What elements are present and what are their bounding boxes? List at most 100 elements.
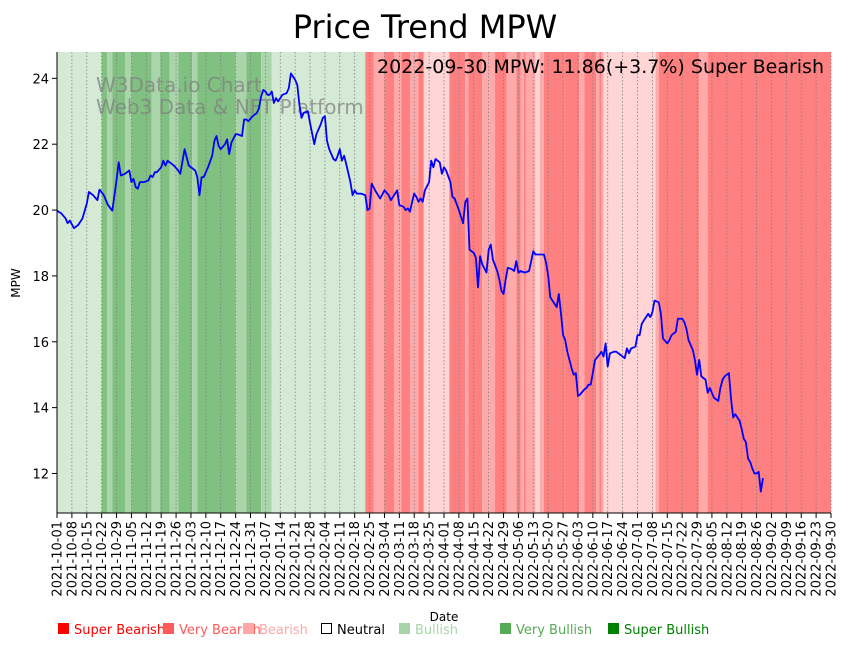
x-tick-label: 2022-06-03 xyxy=(571,521,586,597)
x-tick-label: 2022-07-01 xyxy=(631,521,646,597)
x-tick-label: 2022-07-15 xyxy=(661,521,676,597)
y-axis-label: MPW xyxy=(9,268,23,298)
band-very-bearish xyxy=(495,52,507,513)
x-tick-label: 2022-04-22 xyxy=(482,521,497,597)
x-tick-label: 2021-10-08 xyxy=(65,521,80,597)
legend-label: Neutral xyxy=(337,623,385,638)
y-tick-label: 18 xyxy=(32,270,49,285)
x-tick-label: 2022-06-10 xyxy=(586,521,601,597)
legend-swatch xyxy=(399,623,410,634)
x-tick-label: 2022-02-25 xyxy=(363,521,378,597)
band-bearish xyxy=(506,52,517,513)
band-bullish xyxy=(235,52,247,513)
band-bullish xyxy=(261,52,272,513)
band-very-bearish xyxy=(707,52,831,513)
x-tick-label: 2021-12-10 xyxy=(199,521,214,597)
band-very-bearish xyxy=(468,52,483,513)
band-very-bullish xyxy=(178,52,193,513)
y-tick-label: 16 xyxy=(32,336,49,351)
x-tick-label: 2022-03-18 xyxy=(408,521,423,597)
band-very-bearish xyxy=(365,52,374,513)
x-tick-label: 2022-07-29 xyxy=(691,521,706,597)
y-tick-label: 12 xyxy=(32,467,49,482)
legend-swatch xyxy=(243,623,254,634)
x-tick-label: 2022-03-04 xyxy=(378,521,393,597)
band-bearish xyxy=(655,52,659,513)
band-very-bullish xyxy=(160,52,170,513)
chart-title: Price Trend MPW xyxy=(293,8,558,46)
x-ticks: 2021-10-01 2021-10-08 2021-10-15 2021-10-22… xyxy=(51,513,840,597)
band-bullish xyxy=(169,52,179,513)
band-bullish xyxy=(106,52,113,513)
x-tick-label: 2022-08-12 xyxy=(720,521,735,597)
x-tick-label: 2022-01-07 xyxy=(259,521,274,597)
y-tick-label: 22 xyxy=(32,138,49,153)
band-bearish xyxy=(409,52,419,513)
x-tick-label: 2022-04-01 xyxy=(438,521,453,597)
band-bearish xyxy=(394,52,402,513)
x-tick-label: 2021-10-15 xyxy=(80,521,95,597)
x-tick-label: 2022-09-30 xyxy=(825,521,840,597)
band-bearish xyxy=(465,52,469,513)
band-very-bearish xyxy=(564,52,580,513)
x-tick-label: 2022-06-17 xyxy=(601,521,616,597)
x-tick-label: 2022-09-02 xyxy=(765,521,780,597)
band-bullish xyxy=(125,52,132,513)
x-tick-label: 2021-10-22 xyxy=(95,521,110,597)
band-very-bullish xyxy=(197,52,236,513)
band-very-bearish xyxy=(523,52,526,513)
band-bearish xyxy=(579,52,585,513)
band-neutral-light xyxy=(535,52,540,513)
x-tick-label: 2021-11-05 xyxy=(125,521,140,597)
x-tick-label: 2022-01-14 xyxy=(274,521,289,597)
y-tick-label: 20 xyxy=(32,204,49,219)
band-very-bearish xyxy=(449,52,466,513)
x-tick-label: 2021-11-19 xyxy=(155,521,170,597)
band-very-bullish xyxy=(101,52,107,513)
band-very-bearish xyxy=(584,52,597,513)
band-bearish xyxy=(525,52,536,513)
band-bullish xyxy=(271,52,362,513)
band-very-bearish xyxy=(384,52,395,513)
x-tick-label: 2022-07-08 xyxy=(646,521,661,597)
x-tick-label: 2021-11-26 xyxy=(170,521,185,597)
x-tick-label: 2021-12-31 xyxy=(244,521,259,597)
band-bearish xyxy=(373,52,385,513)
band-neutral-light xyxy=(603,52,656,513)
x-tick-label: 2022-02-18 xyxy=(348,521,363,597)
watermark-line-2: Web3 Data & NFT Platform xyxy=(96,95,364,119)
band-very-bearish xyxy=(599,52,602,513)
legend-swatch xyxy=(58,623,69,634)
band-bearish xyxy=(596,52,600,513)
legend-label: Super Bearish xyxy=(74,623,165,638)
legend-label: Very Bearish xyxy=(179,623,261,638)
y-tick-label: 14 xyxy=(32,402,49,417)
x-axis-label: Date xyxy=(430,610,459,624)
legend-label: Bearish xyxy=(259,623,308,638)
band-bullish xyxy=(361,52,366,513)
band-very-bullish xyxy=(131,52,152,513)
x-tick-label: 2022-05-13 xyxy=(527,521,542,597)
x-tick-label: 2022-09-16 xyxy=(795,521,810,597)
band-bearish xyxy=(520,52,524,513)
band-bearish xyxy=(699,52,708,513)
x-tick-label: 2021-12-24 xyxy=(229,521,244,597)
x-tick-label: 2022-05-06 xyxy=(512,521,527,597)
x-tick-label: 2022-07-22 xyxy=(676,521,691,597)
latest-price-annotation: 2022-09-30 MPW: 11.86(+3.7%) Super Beari… xyxy=(377,56,824,78)
band-very-bearish xyxy=(516,52,521,513)
x-tick-label: 2022-02-04 xyxy=(318,521,333,597)
x-tick-label: 2022-05-27 xyxy=(557,521,572,597)
x-tick-label: 2021-10-01 xyxy=(51,521,66,597)
x-tick-label: 2022-04-15 xyxy=(467,521,482,597)
band-very-bearish xyxy=(543,52,565,513)
watermark-line-1: W3Data.io Chart xyxy=(96,73,262,97)
x-tick-label: 2022-09-09 xyxy=(780,521,795,597)
y-ticks: 12 14 16 18 20 22 24 xyxy=(32,72,57,482)
x-tick-label: 2022-08-26 xyxy=(750,521,765,597)
band-bullish xyxy=(57,52,102,513)
x-tick-label: 2021-10-29 xyxy=(110,521,125,597)
x-tick-label: 2021-11-12 xyxy=(140,521,155,597)
